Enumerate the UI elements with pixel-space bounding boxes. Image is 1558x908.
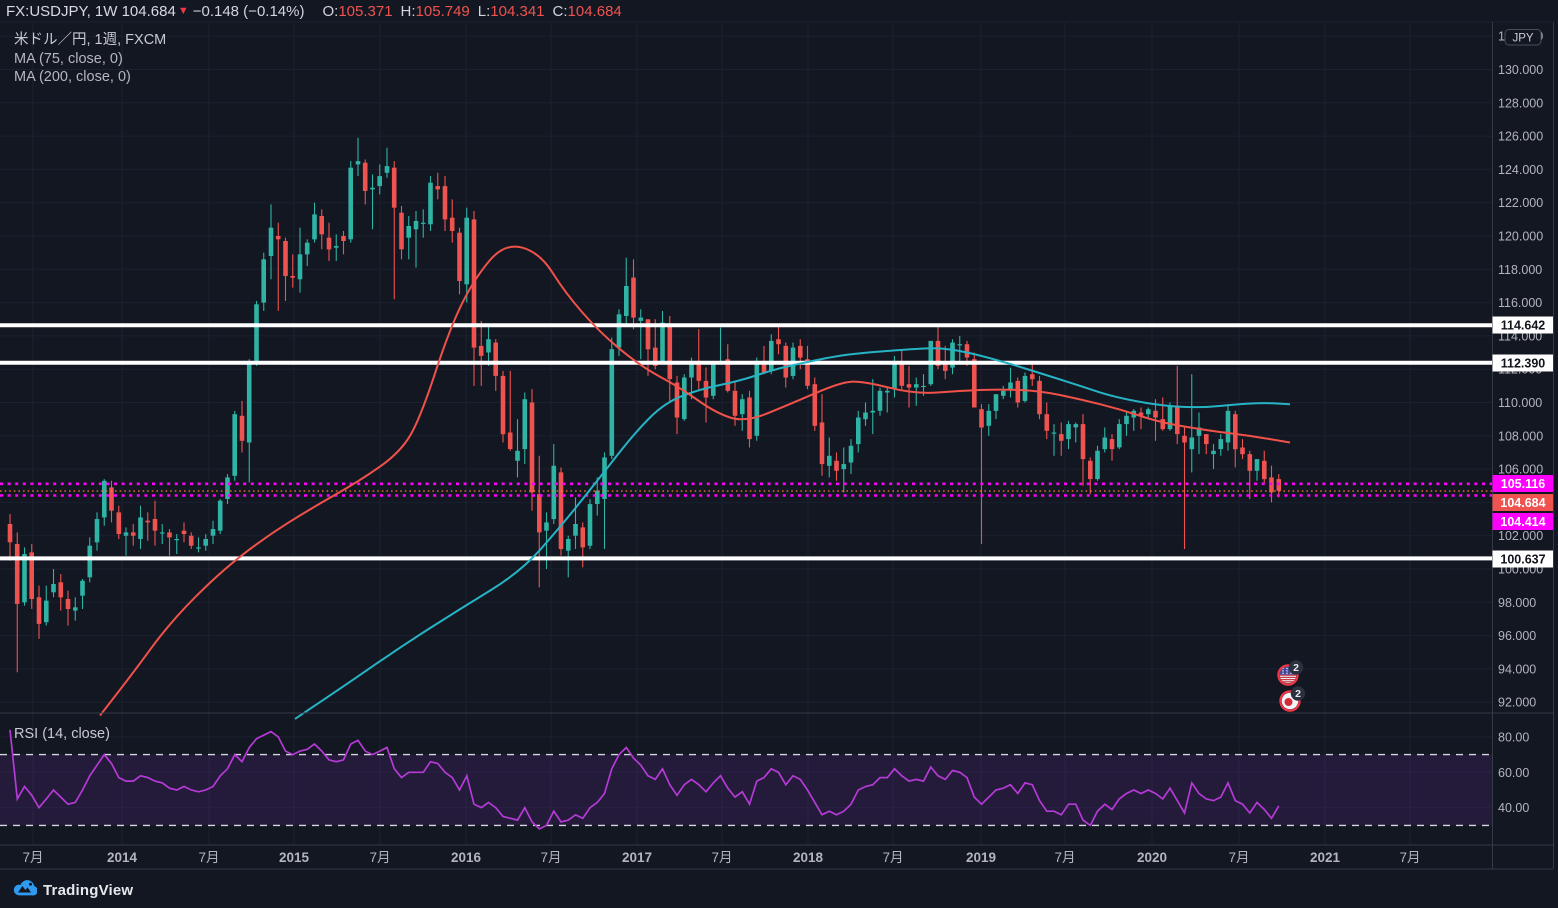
svg-text:108.000: 108.000 [1498,429,1543,443]
low-label: L: [477,2,491,20]
svg-text:98.000: 98.000 [1498,596,1536,610]
price-axis-labels: 114.642 112.390 105.116 104.684 104.414 100.6… [1492,316,1553,568]
svg-text:120.000: 120.000 [1498,230,1543,244]
svg-text:96.000: 96.000 [1498,629,1536,643]
svg-text:40.00: 40.00 [1498,801,1529,815]
last-price: 104.684 [121,2,176,20]
high-label: H: [400,2,416,20]
svg-text:2020: 2020 [1137,850,1167,865]
currency-badge [1504,29,1542,46]
svg-text:94.000: 94.000 [1498,662,1536,676]
close-value: 104.684 [567,2,622,20]
svg-text:116.000: 116.000 [1498,296,1542,310]
high-value: 105.749 [415,2,470,20]
svg-text:2015: 2015 [279,850,310,865]
close-label: C: [552,2,568,20]
open-label: O: [322,2,339,20]
svg-text:122.000: 122.000 [1498,196,1543,210]
price-change: −0.148 (−0.14%) [192,2,305,20]
svg-text:104.414: 104.414 [1500,515,1545,529]
svg-text:124.000: 124.000 [1498,163,1543,177]
svg-text:118.000: 118.000 [1498,263,1542,277]
event-count-badge [1290,686,1306,701]
price-axis[interactable]: 132.000130.000128.000126.000124.000122.0… [1498,29,1543,710]
tradingview-logo-text[interactable]: TradingView [43,881,134,899]
svg-text:106.000: 106.000 [1498,463,1543,477]
price-down-icon: ▼ [177,5,189,17]
grid [0,22,1492,845]
event-flag-us[interactable]: 2 [1276,660,1304,687]
svg-text:7月: 7月 [1054,850,1075,865]
svg-text:2: 2 [1293,662,1299,674]
rsi-axis[interactable]: 80.00 60.00 40.00 [1498,730,1529,815]
svg-text:2: 2 [1295,688,1301,700]
low-value: 104.341 [490,2,545,20]
svg-text:2014: 2014 [107,850,138,865]
svg-text:100.637: 100.637 [1500,553,1545,567]
svg-text:7月: 7月 [1399,850,1420,865]
svg-text:114.642: 114.642 [1501,319,1546,333]
candlestick-series [7,137,1282,673]
svg-text:7月: 7月 [711,850,732,865]
svg-text:2021: 2021 [1310,850,1341,865]
svg-text:105.116: 105.116 [1501,477,1546,491]
ma200-line[interactable] [294,347,1291,720]
legend-ma75[interactable]: MA (75, close, 0) [14,50,123,67]
svg-text:102.000: 102.000 [1498,529,1543,543]
svg-text:7月: 7月 [882,850,903,865]
svg-text:2019: 2019 [966,850,996,865]
chart-legend: 米ドル／円, 1週, FXCM MA (75, close, 0) MA (20… [14,31,166,87]
svg-text:126.000: 126.000 [1498,130,1543,144]
rsi-band [0,754,1492,826]
svg-text:7月: 7月 [540,850,561,865]
legend-ma200[interactable]: MA (200, close, 0) [14,69,131,85]
event-flag-jp[interactable]: 2 [1278,686,1306,713]
footer: TradingView [12,877,133,903]
symbol-title[interactable]: FX:USDJPY, 1W [6,2,118,20]
rsi-line[interactable] [9,729,1280,830]
svg-text:112.390: 112.390 [1501,357,1546,371]
time-axis[interactable]: 7月 2014 7月 2015 7月 2016 7月 2017 7月 2018 7月 2019 7月 20… [22,850,1420,865]
svg-text:104.684: 104.684 [1500,496,1545,510]
svg-text:7月: 7月 [22,850,43,865]
tradingview-logo-icon[interactable] [12,877,38,903]
legend-symbol[interactable]: 米ドル／円, 1週, FXCM [14,32,167,48]
svg-text:110.000: 110.000 [1498,396,1542,410]
svg-text:60.00: 60.00 [1498,766,1529,780]
pane-borders [0,21,1554,870]
symbol-info-bar: FX:USDJPY, 1W 104.684 ▼ −0.148 (−0.14%) … [0,0,1558,22]
svg-text:7月: 7月 [369,850,390,865]
ma75-line[interactable] [99,245,1291,717]
svg-text:7月: 7月 [1228,850,1249,865]
svg-text:128.000: 128.000 [1498,96,1543,110]
svg-text:2018: 2018 [793,850,824,865]
svg-text:92.000: 92.000 [1498,696,1536,710]
rsi-legend[interactable]: RSI (14, close) [14,726,110,742]
open-value: 105.371 [338,2,393,20]
svg-text:7月: 7月 [198,850,219,865]
svg-text:130.000: 130.000 [1498,63,1543,77]
svg-text:2017: 2017 [622,850,652,865]
svg-text:80.00: 80.00 [1498,730,1529,744]
event-count-badge [1288,660,1304,675]
svg-text:2016: 2016 [451,850,482,865]
svg-text:JPY: JPY [1512,33,1533,45]
